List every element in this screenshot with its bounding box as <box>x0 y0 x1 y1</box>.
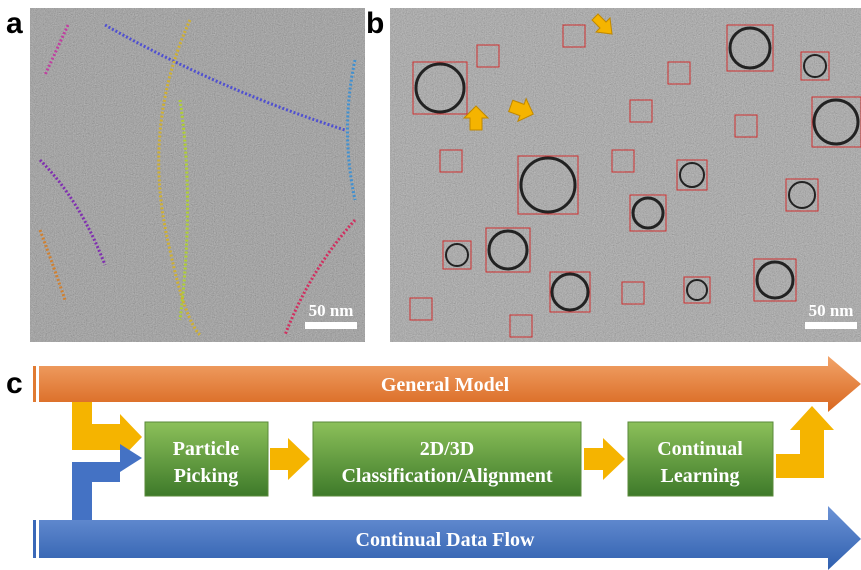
box-label: Learning <box>661 465 740 487</box>
process-boxes: Particle Picking 2D/3D Classification/Al… <box>145 422 773 496</box>
yellow-arrow <box>776 406 834 478</box>
scale-bar <box>305 322 357 329</box>
box-label: 2D/3D <box>420 438 474 460</box>
panel-label: a <box>6 7 23 40</box>
yellow-arrow <box>270 438 310 480</box>
arrow-tail-stripe <box>33 366 36 402</box>
figure: a 50 nm b <box>0 0 861 570</box>
scale-label: 50 nm <box>309 301 354 320</box>
arrow-label: Continual Data Flow <box>356 529 535 551</box>
yellow-arrow <box>584 438 625 480</box>
box-label: Particle <box>173 438 240 460</box>
image-noise <box>30 8 365 342</box>
general-model-arrow: General Model <box>33 356 861 412</box>
arrow-label: General Model <box>381 374 510 396</box>
data-flow-arrow: Continual Data Flow <box>33 506 861 570</box>
panel-label: b <box>366 7 384 40</box>
box-label: Picking <box>174 465 238 487</box>
arrow-tail-stripe <box>33 520 36 558</box>
box-label: Classification/Alignment <box>341 465 552 487</box>
yellow-arrow <box>72 402 142 460</box>
scale-label: 50 nm <box>809 301 854 320</box>
box-label: Continual <box>657 438 743 460</box>
panel-label: c <box>6 367 23 400</box>
blue-arrow <box>72 444 142 520</box>
micrograph-b: 50 nm <box>390 8 861 342</box>
scale-bar <box>805 322 857 329</box>
micrograph-a: 50 nm <box>30 8 365 342</box>
